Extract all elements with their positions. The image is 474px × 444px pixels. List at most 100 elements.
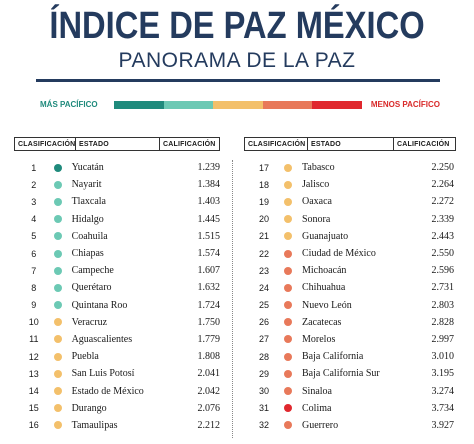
column-header-score: CALIFICACIÓN (394, 137, 456, 151)
rank-cell: 30 (258, 386, 269, 397)
state-cell: Nayarit (71, 179, 102, 191)
score-cell: 2.212 (197, 419, 221, 431)
score-cell: 2.828 (431, 316, 455, 328)
rank-cell: 23 (258, 265, 269, 276)
peace-scale-legend: MÁS PACÍFICO MENOS PACÍFICO (36, 98, 440, 112)
table-row: 25 Nuevo León 2.803 (244, 297, 456, 314)
peace-level-dot-icon (284, 283, 292, 292)
peace-level-dot-icon (284, 335, 292, 344)
rank-cell: 3 (31, 196, 37, 207)
table-header: CLASIFICACIÓN ESTADO CALIFICACIÓN (244, 136, 456, 152)
score-cell: 3.274 (431, 385, 455, 397)
rank-cell: 24 (258, 282, 269, 293)
rank-cell: 4 (31, 214, 37, 225)
table-row: 15 Durango 2.076 (14, 400, 220, 417)
rank-cell: 18 (258, 179, 269, 190)
rank-cell: 7 (31, 265, 37, 276)
table-body: 17 Tabasco 2.250 18 Jalisco 2.264 19 Oaxaca 2.27… (244, 159, 456, 434)
column-header-rank: CLASIFICACIÓN (14, 137, 76, 151)
column-header-rank: CLASIFICACIÓN (244, 137, 308, 151)
peace-level-dot-icon (284, 180, 292, 189)
state-cell: Colima (302, 402, 332, 414)
table-row: 22 Ciudad de México 2.550 (244, 245, 456, 262)
peace-level-dot-icon (53, 318, 62, 327)
score-cell: 1.724 (197, 299, 221, 311)
state-cell: Puebla (71, 351, 99, 363)
table-row: 27 Morelos 2.997 (244, 331, 456, 348)
ranking-table-right: CLASIFICACIÓN ESTADO CALIFICACIÓN 17 Taba… (244, 136, 456, 434)
rank-cell: 10 (28, 317, 39, 328)
scale-label-least-peaceful: MENOS PACÍFICO (370, 100, 440, 109)
peace-level-dot-icon (53, 369, 62, 378)
state-cell: San Luis Potosí (71, 368, 135, 380)
state-cell: Yucatán (71, 162, 104, 174)
state-cell: Michoacán (302, 265, 347, 277)
rank-cell: 13 (28, 368, 39, 379)
rank-cell: 12 (28, 351, 39, 362)
state-cell: Tabasco (302, 162, 335, 174)
table-row: 29 Baja California Sur 3.195 (244, 365, 456, 382)
table-row: 12 Puebla 1.808 (14, 348, 220, 365)
table-row: 13 San Luis Potosí 2.041 (14, 365, 220, 382)
table-body: 1 Yucatán 1.239 2 Nayarit 1.384 3 Tlaxcala 1.403… (14, 159, 220, 434)
rank-cell: 28 (258, 351, 269, 362)
score-cell: 1.239 (197, 162, 221, 174)
rank-cell: 31 (258, 403, 269, 414)
state-cell: Tlaxcala (71, 196, 106, 208)
score-cell: 2.596 (431, 265, 455, 277)
peace-level-dot-icon (53, 232, 62, 241)
table-row: 31 Colima 3.734 (244, 400, 456, 417)
score-cell: 2.076 (197, 402, 221, 414)
score-cell: 1.779 (197, 333, 221, 345)
state-cell: Morelos (302, 333, 336, 345)
scale-segment (213, 101, 263, 109)
rank-cell: 2 (31, 179, 37, 190)
scale-segment (114, 101, 164, 109)
peace-level-dot-icon (53, 163, 62, 172)
rank-cell: 6 (31, 248, 37, 259)
state-cell: Chihuahua (302, 282, 346, 294)
rank-cell: 26 (258, 317, 269, 328)
rank-cell: 29 (258, 368, 269, 379)
peace-level-dot-icon (53, 301, 62, 310)
peace-level-dot-icon (53, 421, 62, 430)
table-row: 2 Nayarit 1.384 (14, 176, 220, 193)
table-row: 19 Oaxaca 2.272 (244, 193, 456, 210)
score-cell: 2.264 (431, 179, 455, 191)
score-cell: 3.734 (431, 402, 455, 414)
rank-cell: 1 (31, 162, 37, 173)
column-header-state: ESTADO (308, 137, 394, 151)
peace-level-dot-icon (284, 249, 292, 258)
peace-level-dot-icon (53, 180, 62, 189)
peace-level-dot-icon (284, 163, 292, 172)
peace-level-dot-icon (53, 197, 62, 206)
scale-color-bar (114, 101, 362, 109)
score-cell: 2.803 (431, 299, 455, 311)
state-cell: Sinaloa (302, 385, 332, 397)
column-header-score: CALIFICACIÓN (160, 137, 220, 151)
score-cell: 2.997 (431, 333, 455, 345)
score-cell: 1.515 (197, 230, 221, 242)
table-row: 24 Chihuahua 2.731 (244, 279, 456, 296)
peace-level-dot-icon (284, 404, 292, 413)
state-cell: Tamaulipas (71, 419, 118, 431)
peace-level-dot-icon (284, 215, 292, 224)
peace-level-dot-icon (53, 215, 62, 224)
table-row: 7 Campeche 1.607 (14, 262, 220, 279)
peace-level-dot-icon (53, 335, 62, 344)
state-cell: Jalisco (302, 179, 330, 191)
state-cell: Hidalgo (71, 213, 104, 225)
rank-cell: 32 (258, 420, 269, 431)
state-cell: Estado de México (71, 385, 144, 397)
table-row: 10 Veracruz 1.750 (14, 314, 220, 331)
state-cell: Campeche (71, 265, 114, 277)
state-cell: Guerrero (302, 419, 339, 431)
peace-level-dot-icon (53, 404, 62, 413)
state-cell: Guanajuato (302, 230, 349, 242)
scale-segment (262, 101, 313, 109)
state-cell: Coahuila (71, 230, 108, 242)
table-row: 30 Sinaloa 3.274 (244, 382, 456, 399)
score-cell: 1.445 (197, 213, 221, 225)
rank-cell: 16 (28, 420, 39, 431)
rank-cell: 5 (31, 231, 37, 242)
